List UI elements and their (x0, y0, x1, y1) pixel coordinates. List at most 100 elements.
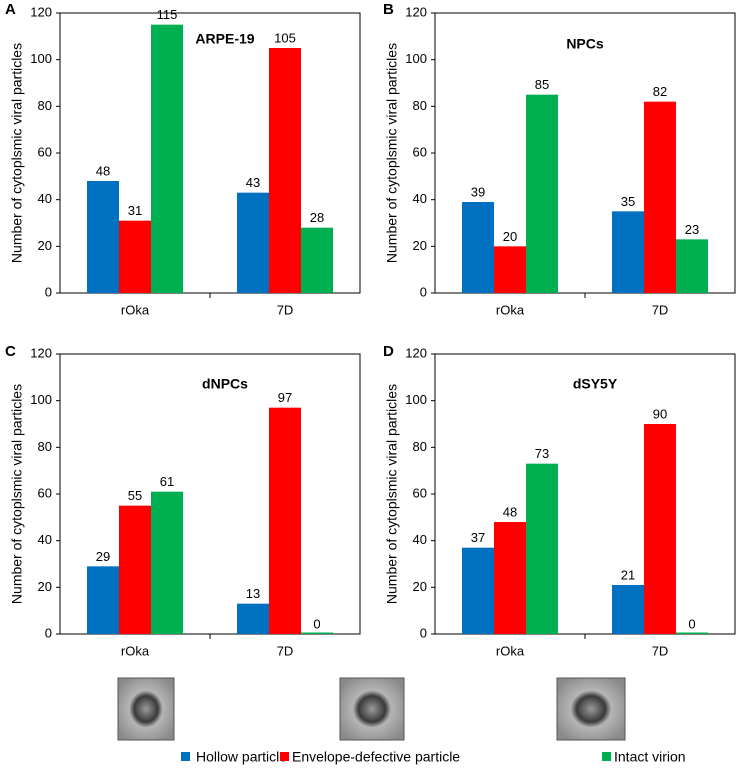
y-tick-label: 100 (30, 51, 52, 66)
value-label: 97 (278, 390, 292, 405)
y-tick-label: 20 (413, 238, 427, 253)
panel-label: C (5, 343, 16, 360)
y-axis-title: Number of cytoplsmic viral particles (9, 384, 25, 604)
bar (87, 566, 119, 634)
value-label: 43 (246, 175, 260, 190)
y-tick-label: 80 (413, 98, 427, 113)
value-label: 73 (535, 446, 549, 461)
value-label: 82 (653, 84, 667, 99)
bar (612, 211, 644, 293)
x-tick-label: rOka (496, 643, 525, 658)
value-label: 37 (471, 530, 485, 545)
bar (644, 101, 676, 294)
y-tick-label: 120 (405, 4, 427, 19)
y-tick-label: 100 (405, 51, 427, 66)
micrograph (556, 677, 626, 741)
x-tick-label: rOka (496, 302, 525, 317)
legend-swatch (181, 752, 190, 761)
bar (151, 24, 183, 294)
y-tick-label: 40 (38, 191, 52, 206)
y-axis-title: Number of cytoplsmic viral particles (384, 384, 400, 604)
bar (237, 603, 269, 634)
panel-label: D (383, 343, 394, 360)
value-label: 28 (310, 210, 324, 225)
y-tick-label: 80 (413, 439, 427, 454)
x-tick-label: 7D (652, 302, 669, 317)
value-label: 31 (128, 203, 142, 218)
value-label: 39 (471, 184, 485, 199)
y-tick-label: 60 (413, 144, 427, 159)
panel-label: B (383, 1, 394, 18)
bar (462, 202, 494, 293)
value-label: 61 (160, 474, 174, 489)
value-label: 55 (128, 488, 142, 503)
y-tick-label: 0 (420, 284, 427, 299)
y-tick-label: 120 (30, 345, 52, 360)
bar (237, 192, 269, 293)
y-tick-label: 60 (38, 485, 52, 500)
chart-title: dNPCs (202, 376, 248, 392)
value-label: 20 (503, 229, 517, 244)
value-label: 23 (685, 222, 699, 237)
y-tick-label: 120 (30, 4, 52, 19)
bar (269, 407, 301, 634)
y-tick-label: 40 (413, 191, 427, 206)
value-label: 21 (621, 567, 635, 582)
y-axis-title: Number of cytoplsmic viral particles (9, 43, 25, 263)
x-tick-label: 7D (277, 643, 294, 658)
micrograph (339, 677, 405, 741)
chart-title: dSY5Y (573, 376, 618, 392)
bar (462, 547, 494, 634)
legend-text: Envelope-defective particle (292, 749, 460, 765)
bar (119, 220, 151, 293)
micrograph (117, 677, 175, 741)
legend-swatch (280, 752, 289, 761)
bar (87, 181, 119, 293)
bar (301, 632, 333, 634)
chart-title: ARPE-19 (195, 31, 254, 47)
y-tick-label: 80 (38, 439, 52, 454)
y-tick-label: 100 (30, 392, 52, 407)
legend-text: Hollow particle (196, 749, 287, 765)
y-tick-label: 100 (405, 392, 427, 407)
value-label: 0 (688, 616, 695, 631)
value-label: 85 (535, 77, 549, 92)
bar (676, 239, 708, 293)
bar (269, 48, 301, 293)
y-tick-label: 80 (38, 98, 52, 113)
y-tick-label: 20 (38, 579, 52, 594)
x-tick-label: rOka (121, 302, 150, 317)
legend-swatch (602, 752, 611, 761)
chart-title: NPCs (566, 36, 604, 52)
x-tick-label: rOka (121, 643, 150, 658)
bar (494, 522, 526, 634)
value-label: 115 (157, 7, 178, 22)
y-axis-title: Number of cytoplsmic viral particles (384, 43, 400, 263)
bar (151, 491, 183, 634)
y-tick-label: 20 (413, 579, 427, 594)
bar (494, 246, 526, 293)
y-tick-label: 0 (45, 284, 52, 299)
value-label: 90 (653, 406, 667, 421)
value-label: 48 (503, 504, 517, 519)
value-label: 13 (246, 586, 260, 601)
y-tick-label: 60 (38, 144, 52, 159)
value-label: 105 (274, 30, 296, 45)
y-tick-label: 0 (45, 625, 52, 640)
bar (612, 585, 644, 634)
x-tick-label: 7D (652, 643, 669, 658)
value-label: 29 (96, 549, 110, 564)
panel-label: A (5, 1, 16, 18)
bar (119, 505, 151, 634)
x-tick-label: 7D (277, 302, 294, 317)
value-label: 48 (96, 163, 110, 178)
bar (644, 424, 676, 634)
y-tick-label: 20 (38, 238, 52, 253)
y-tick-label: 0 (420, 625, 427, 640)
bar (301, 227, 333, 293)
value-label: 0 (313, 616, 320, 631)
y-tick-label: 120 (405, 345, 427, 360)
y-tick-label: 40 (413, 532, 427, 547)
bar (526, 463, 558, 634)
